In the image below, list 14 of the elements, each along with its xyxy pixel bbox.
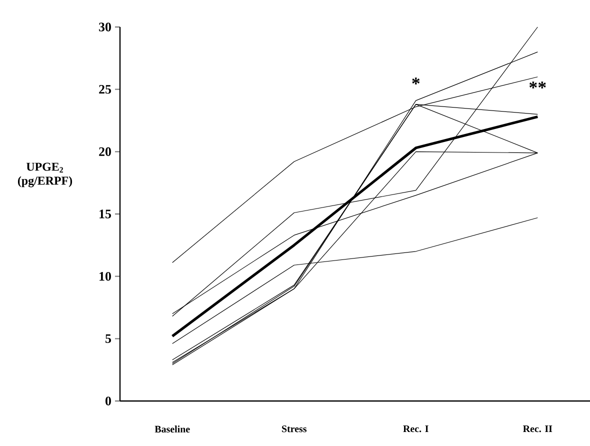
x-tick-label: Baseline xyxy=(154,426,190,433)
y-tick-label: 30 xyxy=(99,22,111,32)
x-tick-label: Rec. II xyxy=(523,426,552,432)
y-tick-label: 15 xyxy=(100,210,112,218)
y-tick-label: 20 xyxy=(99,147,111,156)
y-tick-label: 10 xyxy=(100,272,111,281)
y-tick-label: 5 xyxy=(106,334,112,343)
y-tick-label: 0 xyxy=(106,396,111,406)
annotation: ** xyxy=(529,82,546,88)
annotation: * xyxy=(412,78,420,84)
x-tick-label: Stress xyxy=(282,426,307,432)
y-tick-label: 25 xyxy=(99,84,112,94)
y-axis-title: UPGE$_{2}$ (pg/ERPF) xyxy=(18,162,72,188)
x-tick-label: Rec. I xyxy=(403,426,428,432)
